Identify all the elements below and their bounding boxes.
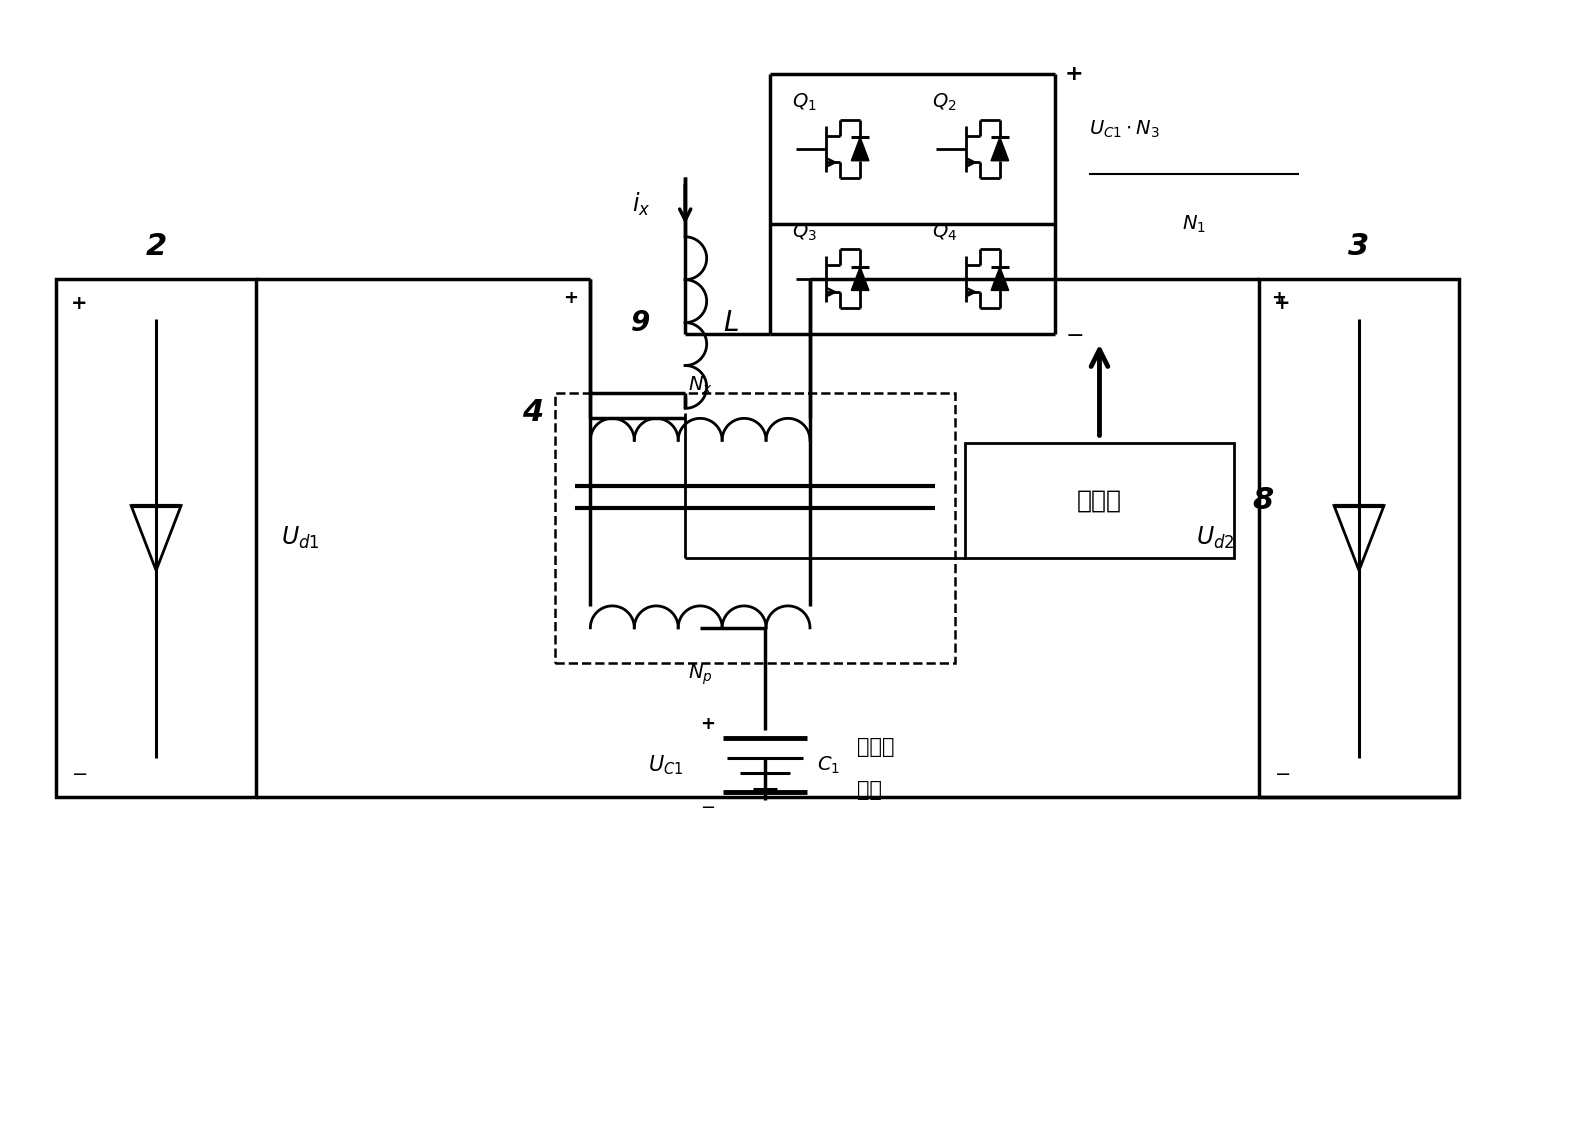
Bar (1259, 279, 1459, 797)
Text: $U_{C1}\cdot N_3$: $U_{C1}\cdot N_3$ (1089, 118, 1160, 140)
Text: $Q_4$: $Q_4$ (932, 222, 956, 244)
Text: $N_1$: $N_1$ (1183, 214, 1207, 235)
Text: +: + (1065, 64, 1084, 85)
Bar (555, 394, 955, 663)
Text: $N_x$: $N_x$ (687, 376, 713, 396)
Text: 控制器: 控制器 (1078, 488, 1122, 512)
Text: 4: 4 (523, 398, 544, 428)
Text: +: + (1270, 289, 1286, 307)
Polygon shape (991, 267, 1009, 290)
Text: 8: 8 (1253, 486, 1274, 515)
Text: $C_1$: $C_1$ (818, 755, 840, 776)
Polygon shape (851, 267, 869, 290)
Polygon shape (991, 138, 1009, 161)
Text: $Q_3$: $Q_3$ (792, 222, 818, 244)
Text: $Q_1$: $Q_1$ (792, 92, 818, 114)
Text: $N_p$: $N_p$ (689, 663, 713, 687)
Text: 3: 3 (1349, 231, 1369, 261)
Bar (964, 443, 1234, 558)
Text: $-$: $-$ (700, 797, 716, 816)
Text: 电路: 电路 (858, 779, 881, 800)
Text: +: + (563, 289, 579, 307)
Text: $-$: $-$ (72, 764, 88, 783)
Text: 9: 9 (631, 309, 650, 336)
Text: $Q_2$: $Q_2$ (932, 92, 956, 114)
Text: $-$: $-$ (1065, 324, 1082, 344)
Bar (56, 279, 257, 797)
Text: +: + (1274, 293, 1291, 312)
Text: $U_{d2}$: $U_{d2}$ (1196, 525, 1234, 552)
Text: $L$: $L$ (724, 309, 740, 336)
Text: +: + (700, 714, 716, 732)
Text: $i_x$: $i_x$ (631, 191, 650, 218)
Text: +: + (72, 293, 88, 312)
Text: 2: 2 (145, 231, 167, 261)
Text: $U_{d1}$: $U_{d1}$ (281, 525, 319, 552)
Text: 接稳压: 接稳压 (858, 737, 894, 757)
Polygon shape (851, 138, 869, 161)
Text: $-$: $-$ (1274, 764, 1291, 783)
Text: $U_{C1}$: $U_{C1}$ (647, 754, 684, 777)
